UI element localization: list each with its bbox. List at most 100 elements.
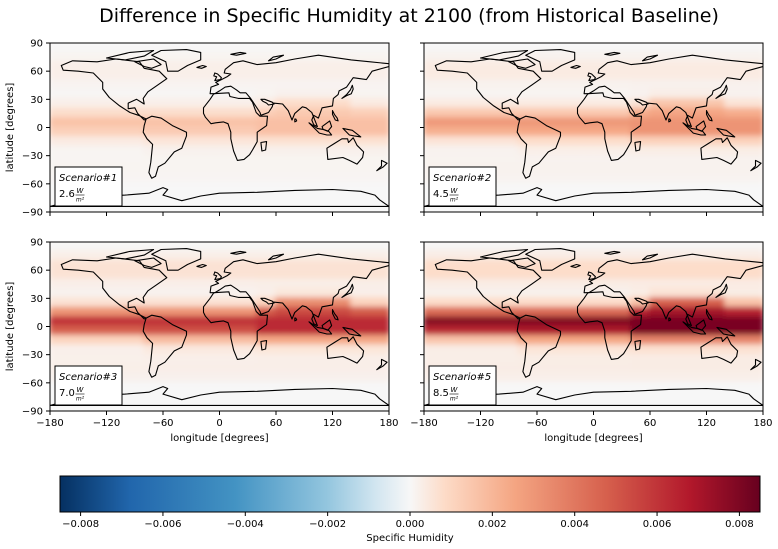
heatmap-cell xyxy=(432,278,444,290)
heatmap-cell xyxy=(350,381,362,394)
heatmap-cell xyxy=(649,135,661,148)
heatmap-cell xyxy=(359,70,372,82)
heatmap-cell xyxy=(50,70,61,82)
heatmap-cell xyxy=(498,173,510,185)
heatmap-cell xyxy=(451,88,463,101)
heatmap-cell xyxy=(312,250,325,262)
heatmap-cell xyxy=(180,43,193,54)
heatmap-cell xyxy=(227,325,240,337)
heatmap-cell xyxy=(649,325,661,337)
heatmap-cell xyxy=(303,145,315,157)
heatmap-cell xyxy=(601,250,614,262)
heatmap-cell xyxy=(424,145,435,157)
heatmap-cell xyxy=(620,372,633,384)
coastline-new-zealand xyxy=(376,358,388,371)
heatmap-cell xyxy=(545,126,557,138)
heatmap-cell xyxy=(58,287,70,300)
heatmap-cell xyxy=(105,88,117,101)
heatmap-cell xyxy=(350,242,362,253)
heatmap-cell xyxy=(639,316,651,328)
heatmap-cell xyxy=(369,182,381,195)
heatmap-cell xyxy=(86,353,99,366)
heatmap-cell xyxy=(105,117,117,129)
coastline-indonesia xyxy=(308,122,333,136)
heatmap-cell xyxy=(246,98,259,110)
heatmap-cell xyxy=(322,70,334,82)
heatmap-cell xyxy=(331,297,343,309)
heatmap-cell xyxy=(424,297,435,309)
heatmap-cell xyxy=(554,381,567,394)
heatmap-cell xyxy=(303,98,315,110)
heatmap-cell xyxy=(86,269,99,281)
heatmap-cell xyxy=(611,278,623,290)
heatmap-cell xyxy=(275,43,287,54)
heatmap-cell xyxy=(677,269,689,281)
heatmap-cell xyxy=(441,334,454,347)
heatmap-cell xyxy=(67,70,80,82)
heatmap-cell xyxy=(658,154,670,167)
heatmap-cell xyxy=(696,70,708,82)
heatmap-cell xyxy=(592,173,604,185)
heatmap-cell xyxy=(752,242,763,253)
heatmap-cell xyxy=(114,242,127,253)
heatmap-cell xyxy=(293,391,306,403)
panel-3: −180 −120 −60 0 60 120 1809060300−30−60−90lati… xyxy=(5,238,399,445)
heatmap-cell xyxy=(124,145,136,157)
heatmap-cell xyxy=(114,126,127,138)
heatmap-cell xyxy=(536,164,548,176)
heatmap-cell xyxy=(620,117,633,129)
heatmap-cell xyxy=(162,391,174,403)
heatmap-cell xyxy=(611,154,623,167)
heatmap-cell xyxy=(199,372,212,384)
heatmap-cell xyxy=(733,192,746,204)
heatmap-cell xyxy=(96,60,108,73)
forcing-unit-numerator: W xyxy=(77,187,85,195)
heatmap-cell xyxy=(488,259,501,272)
heatmap-cell xyxy=(451,145,463,157)
heatmap-cell xyxy=(724,135,736,148)
coastline-south-america xyxy=(516,314,562,378)
heatmap-cell xyxy=(143,51,155,63)
heatmap-cell xyxy=(705,154,717,167)
heatmap-cell xyxy=(451,259,463,272)
heatmap-cell xyxy=(77,278,89,290)
heatmap-cell xyxy=(369,334,381,347)
heatmap-cell xyxy=(573,242,586,253)
heatmap-cell xyxy=(340,107,353,120)
heatmap-cell xyxy=(227,306,240,319)
heatmap-cell xyxy=(526,98,538,110)
heatmap-cell xyxy=(322,60,334,73)
heatmap-cell xyxy=(143,145,155,157)
heatmap-cell xyxy=(340,306,353,319)
heatmap-cell xyxy=(124,306,136,319)
heatmap-cell xyxy=(714,363,727,375)
heatmap-cell xyxy=(536,306,548,319)
heatmap-cell xyxy=(743,98,755,110)
heatmap-cell xyxy=(369,344,381,356)
y-tick-label: 30 xyxy=(30,95,43,106)
heatmap-cell xyxy=(630,269,642,281)
heatmap-cell xyxy=(583,250,595,262)
heatmap-cell xyxy=(162,306,174,319)
heatmap-cell xyxy=(124,391,136,403)
heatmap-cell xyxy=(378,117,389,129)
heatmap-cell xyxy=(424,242,435,253)
heatmap-cell xyxy=(359,306,372,319)
heatmap-cell xyxy=(649,334,661,347)
heatmap-cell xyxy=(507,192,520,204)
heatmap-cell xyxy=(350,126,362,138)
heatmap-cell xyxy=(507,70,520,82)
heatmap-cell xyxy=(488,306,501,319)
heatmap-cell xyxy=(67,316,80,328)
heatmap-cell xyxy=(554,242,567,253)
heatmap-cell xyxy=(667,173,680,185)
forcing-unit-numerator: W xyxy=(451,386,459,394)
heatmap-cell xyxy=(359,353,372,366)
heatmap-cell xyxy=(583,88,595,101)
heatmap-cell xyxy=(218,135,230,148)
heatmap-cell xyxy=(322,297,334,309)
heatmap-cell xyxy=(86,43,99,54)
heatmap-cell xyxy=(696,259,708,272)
heatmap-cell xyxy=(284,334,296,347)
heatmap-cell xyxy=(498,372,510,384)
